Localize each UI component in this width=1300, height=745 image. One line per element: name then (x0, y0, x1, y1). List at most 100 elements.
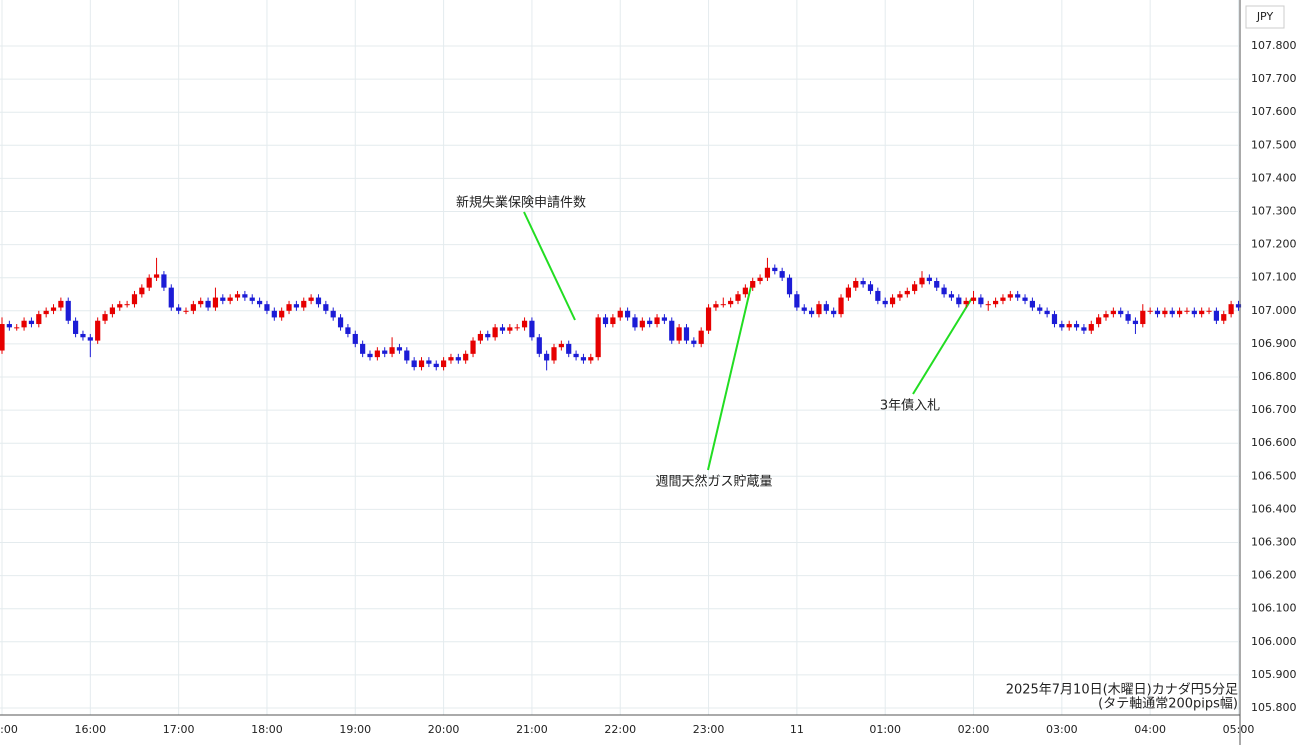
candle-body (58, 300, 64, 308)
candle-body (521, 320, 528, 328)
candle-body (639, 320, 645, 328)
candle-body (374, 350, 380, 358)
candle-body (1029, 300, 1035, 308)
x-tick-label: 02:00 (958, 723, 990, 736)
x-tick-label: 01:00 (869, 723, 901, 736)
candle-body (728, 300, 734, 305)
candle-body (220, 297, 226, 301)
candle-body (1199, 310, 1205, 315)
candle-body (1044, 310, 1050, 315)
candle-body (941, 287, 947, 295)
candle-body (926, 277, 932, 282)
candle-body (1059, 324, 1065, 328)
candle-body (337, 317, 344, 328)
candle-body (948, 294, 955, 298)
y-tick-label: 106.200 (1251, 569, 1297, 582)
candle-body (492, 327, 498, 338)
y-tick-label: 106.100 (1251, 602, 1297, 615)
candle-body (691, 340, 697, 344)
candle-body (558, 343, 564, 348)
candle-body (212, 297, 219, 308)
annotation-line (523, 211, 576, 321)
y-tick-label: 107.000 (1251, 304, 1297, 317)
y-tick-label: 107.500 (1251, 138, 1297, 151)
candle-body (1125, 314, 1131, 321)
candle-body (1221, 314, 1227, 321)
candle-body (470, 340, 476, 354)
candle-body (816, 304, 822, 315)
candle-body (234, 294, 241, 298)
candle-body (809, 310, 815, 315)
candle-body (360, 343, 366, 354)
candle-body (838, 297, 844, 315)
candle-body (382, 350, 388, 354)
candle-body (1184, 310, 1190, 312)
annotation-line (912, 297, 973, 395)
y-tick-label: 107.300 (1251, 205, 1297, 218)
candle-body (889, 297, 896, 305)
candle-body (1206, 310, 1212, 312)
x-tick-label: 05:00 (1223, 723, 1255, 736)
candle-body (0, 324, 5, 351)
candle-body (1162, 310, 1168, 315)
candle-body (551, 347, 557, 361)
candle-body (683, 327, 690, 341)
candle-body (742, 287, 748, 295)
candle-body (1088, 324, 1094, 331)
candle-body (713, 304, 719, 308)
x-tick-label: 20:00 (428, 723, 460, 736)
candle-body (794, 294, 800, 308)
candle-body (573, 353, 579, 358)
y-tick-label: 106.900 (1251, 337, 1297, 350)
candle-body (831, 310, 837, 315)
x-tick-label: 22:00 (604, 723, 636, 736)
candle-body (411, 360, 417, 368)
x-tick-label: 17:00 (163, 723, 195, 736)
candle-body (463, 353, 469, 361)
candle-body (87, 337, 93, 341)
candle-body (301, 300, 307, 308)
y-tick-label: 106.700 (1251, 403, 1297, 416)
candle-body (1169, 310, 1175, 315)
candle-body (536, 337, 542, 354)
candle-body (499, 327, 506, 331)
candle-body (934, 281, 940, 288)
candle-body (860, 281, 866, 285)
candle-body (433, 363, 439, 368)
candle-body (1140, 310, 1146, 325)
candle-body (1132, 320, 1139, 325)
candle-body (1081, 327, 1087, 331)
candle-body (367, 353, 373, 358)
candle-body (323, 304, 329, 311)
annotations: 新規失業保険申請件数 週間天然ガス貯蔵量 3年債入札 (456, 195, 973, 490)
candle-body (146, 277, 152, 288)
y-tick-label: 106.000 (1251, 635, 1297, 648)
y-tick-label: 106.500 (1251, 469, 1297, 482)
candle-body (1000, 297, 1006, 301)
y-tick-label: 107.400 (1251, 171, 1297, 184)
candle-body (882, 300, 888, 305)
candle-body (249, 297, 255, 301)
candle-body (698, 330, 704, 344)
candle-body (823, 304, 829, 311)
candle-body (50, 307, 57, 311)
candle-body (205, 300, 211, 308)
candle-body (970, 297, 977, 301)
candle-body (117, 304, 123, 308)
candle-body (676, 327, 682, 341)
candle-body (566, 343, 572, 354)
candle-body (286, 304, 292, 311)
candle-body (1103, 314, 1109, 318)
currency-box (1245, 5, 1285, 29)
candle-body (418, 360, 425, 368)
candle-body (190, 304, 196, 311)
candle-body (1177, 310, 1183, 315)
candle-body (764, 267, 771, 278)
candle-body (455, 357, 461, 361)
candle-body (507, 327, 513, 331)
candle-body (485, 333, 491, 338)
y-tick-label: 105.900 (1251, 668, 1297, 681)
candles (0, 257, 1242, 371)
candle-body (198, 300, 204, 305)
candle-body (632, 317, 638, 328)
